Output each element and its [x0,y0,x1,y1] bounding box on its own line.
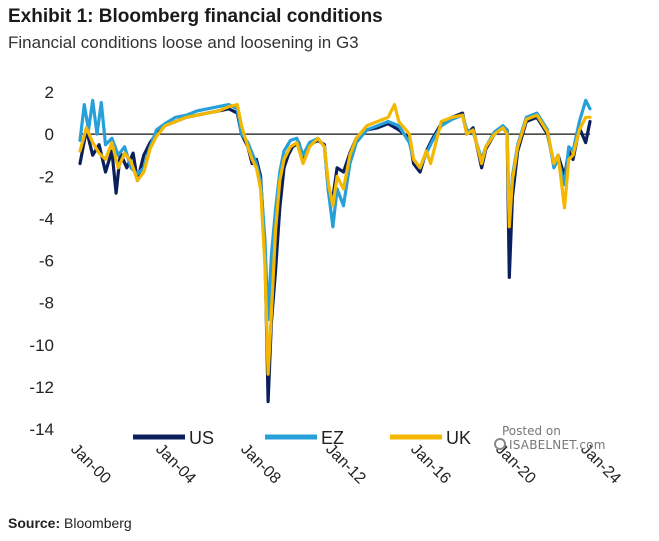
x-tick-label: Jan-08 [237,441,284,488]
y-tick-label: -14 [29,420,54,439]
watermark-line1: Posted on [502,424,561,438]
source-note: Source: Bloomberg [8,515,132,531]
chart-title: Exhibit 1: Bloomberg financial condition… [8,6,383,27]
legend-label-ez: EZ [321,428,344,448]
series-line-us [78,107,592,404]
y-tick-label: 0 [45,125,54,144]
legend: US EZ UK [133,428,471,448]
y-tick-label: 2 [45,83,54,102]
series-lines [78,98,592,404]
source-value: Bloomberg [60,515,132,531]
chart-subtitle: Financial conditions loose and loosening… [8,33,359,52]
watermark: Posted on ISABELNET.com [494,424,606,452]
source-label: Source: [8,515,61,531]
y-tick-label: -8 [39,294,54,313]
series-line-uk [78,103,592,376]
y-tick-label: -12 [29,378,54,397]
y-axis: 2 0 -2 -4 -6 -8 -10 -12 -14 [29,83,54,439]
legend-label-uk: UK [446,428,471,448]
y-tick-label: -2 [39,167,54,186]
y-tick-label: -10 [29,336,54,355]
x-tick-label: Jan-00 [67,441,114,488]
watermark-line2: ISABELNET.com [509,438,606,452]
watermark-logo-icon [494,438,506,450]
y-tick-label: -4 [39,209,54,228]
y-tick-label: -6 [39,252,54,271]
legend-label-us: US [189,428,214,448]
